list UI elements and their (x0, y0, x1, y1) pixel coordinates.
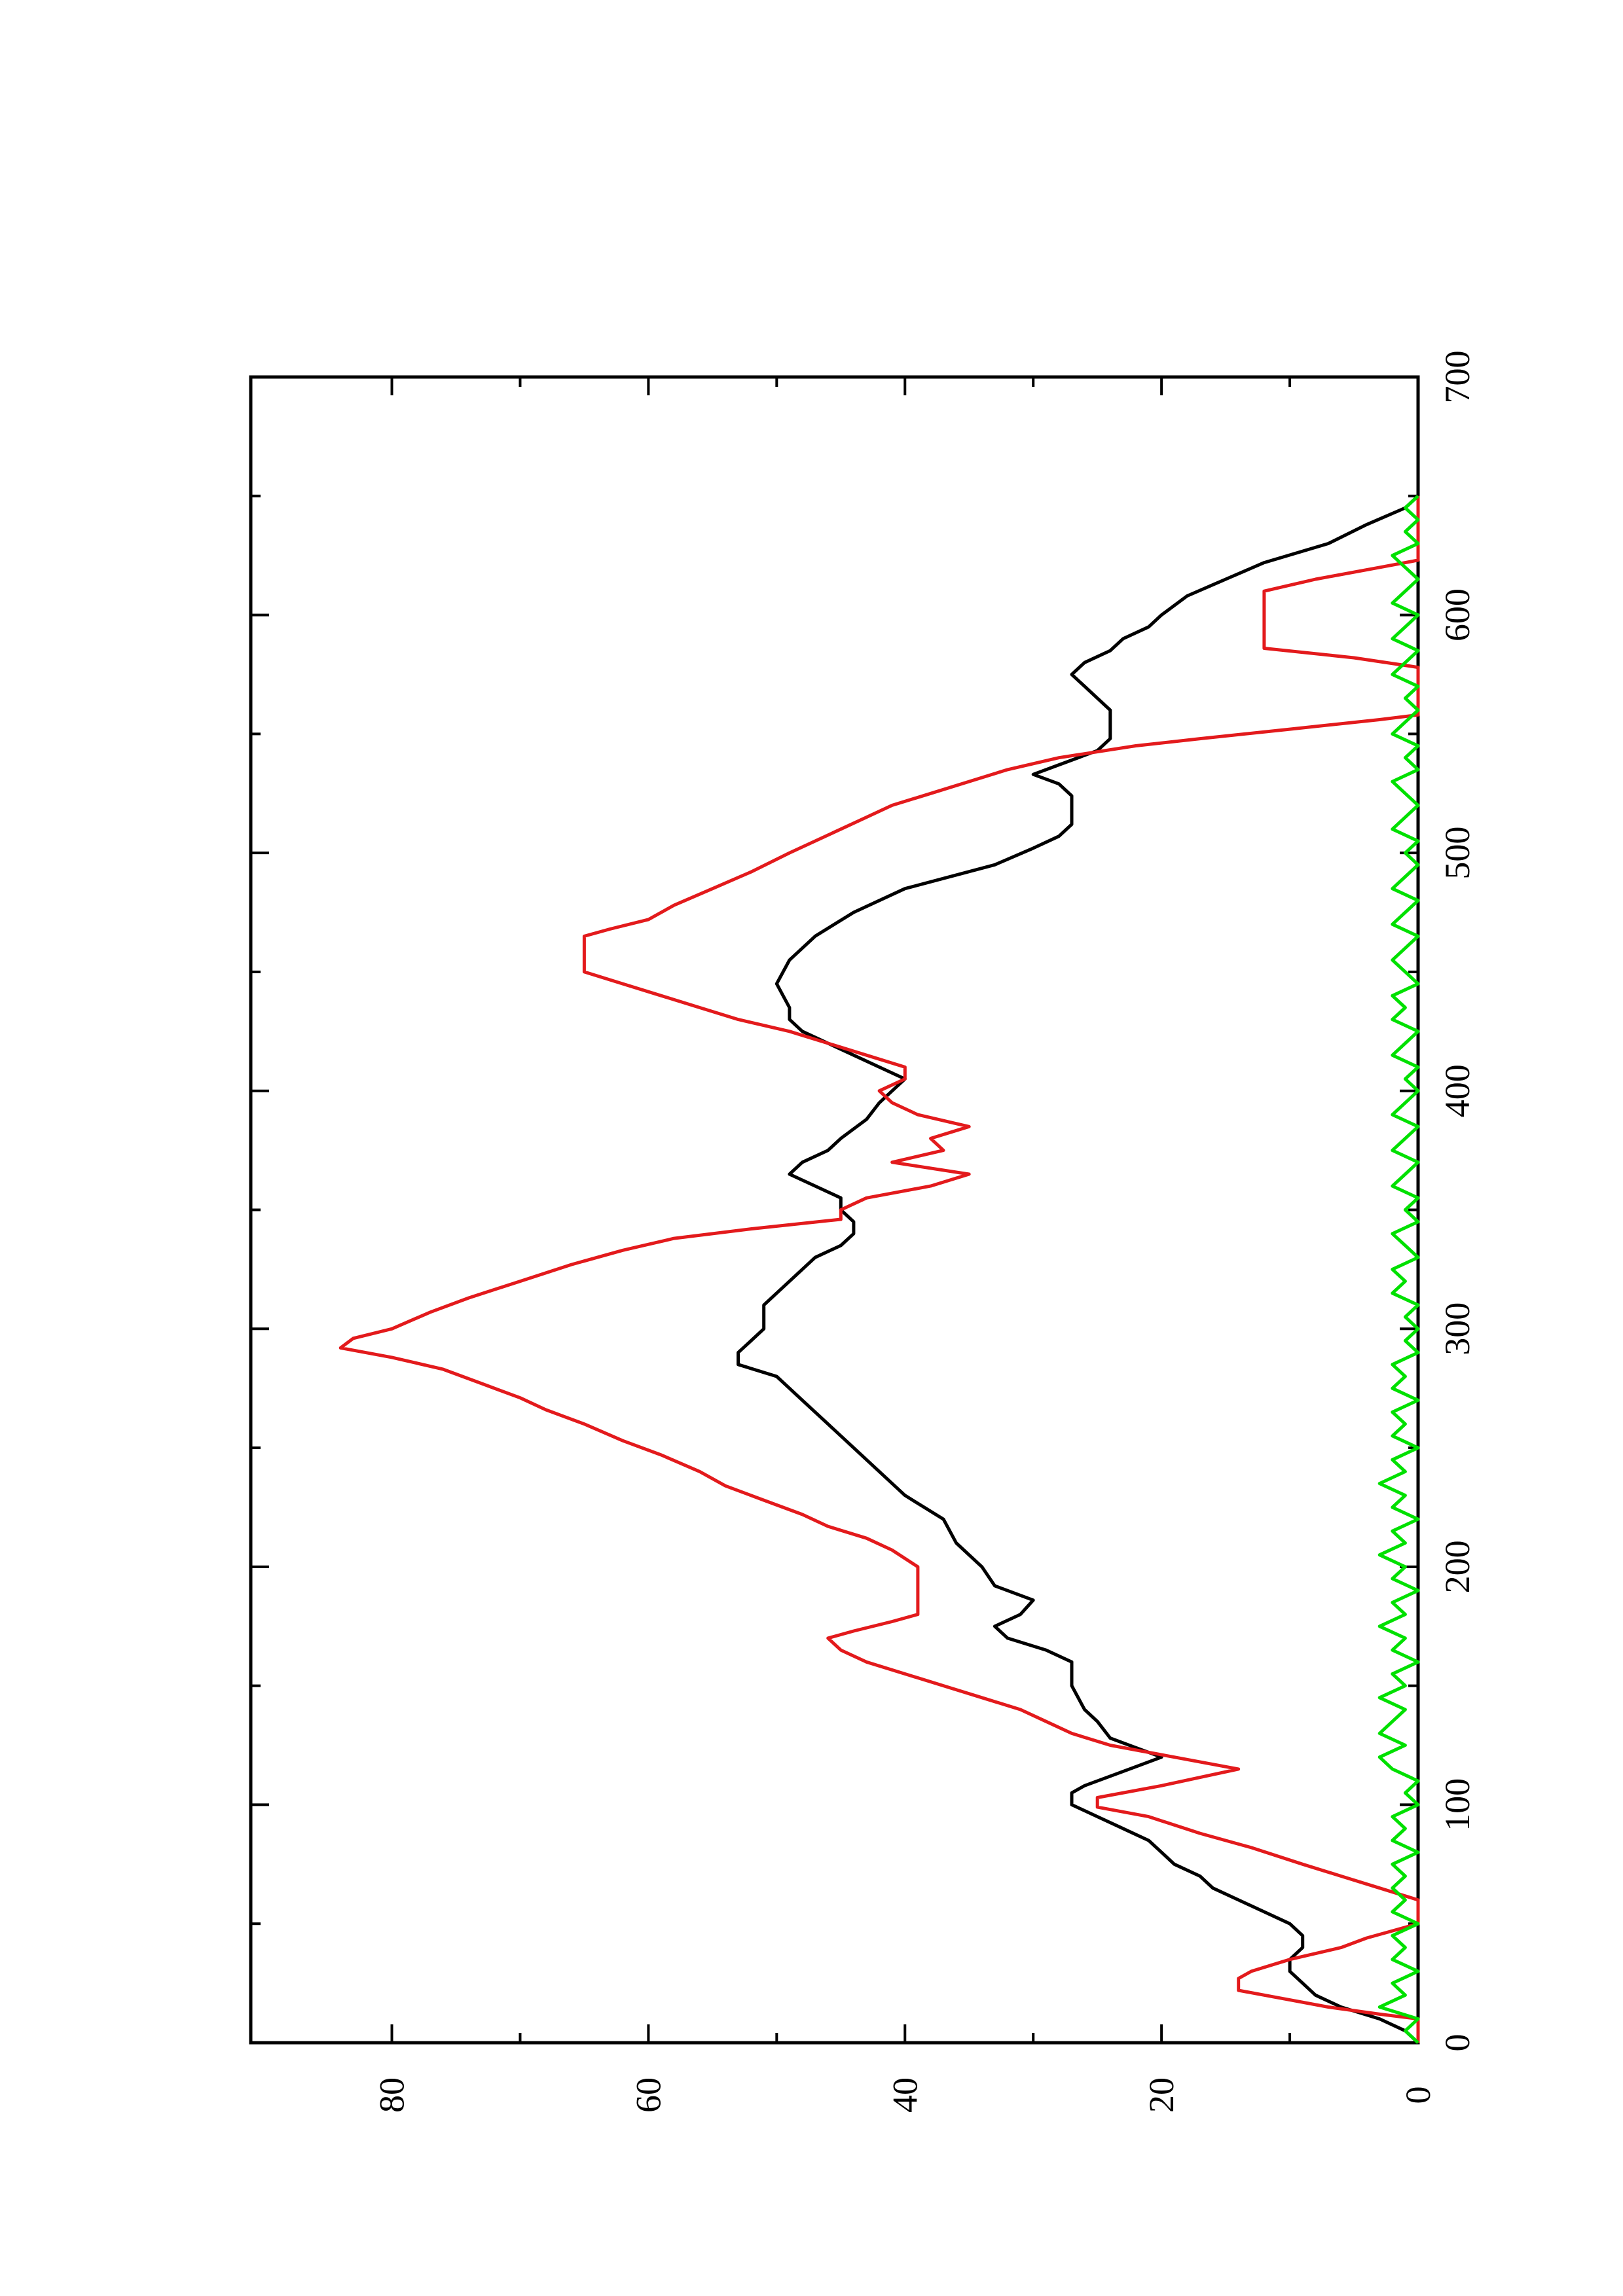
x-tick-label: 600 (1438, 588, 1477, 641)
x-tick-label: 200 (1438, 1540, 1477, 1593)
y-tick-label: 20 (1142, 2077, 1181, 2113)
series-line-3 (1377, 494, 1420, 2044)
y-tick-label: 40 (885, 2077, 924, 2113)
x-tick-label: 0 (1438, 2034, 1477, 2052)
y-tick-label: 60 (629, 2077, 668, 2113)
ticks (251, 376, 1419, 2044)
x-tick-label: 400 (1438, 1064, 1477, 1117)
series-line-2 (338, 495, 1420, 2043)
plot-frame (249, 375, 1420, 2045)
y-tick-label: 80 (373, 2077, 412, 2113)
x-tick-label: 500 (1438, 827, 1477, 880)
series-line-1 (737, 494, 1419, 2044)
x-tick-label: 100 (1438, 1778, 1477, 1831)
series-lines (338, 494, 1420, 2044)
x-tick-label: 700 (1438, 351, 1477, 404)
x-tick-label: 300 (1438, 1302, 1477, 1355)
tick-labels: 0 100 200 300 400 500 600 700 0 20 40 60 80 (373, 351, 1477, 2113)
y-tick-label: 0 (1398, 2087, 1438, 2104)
